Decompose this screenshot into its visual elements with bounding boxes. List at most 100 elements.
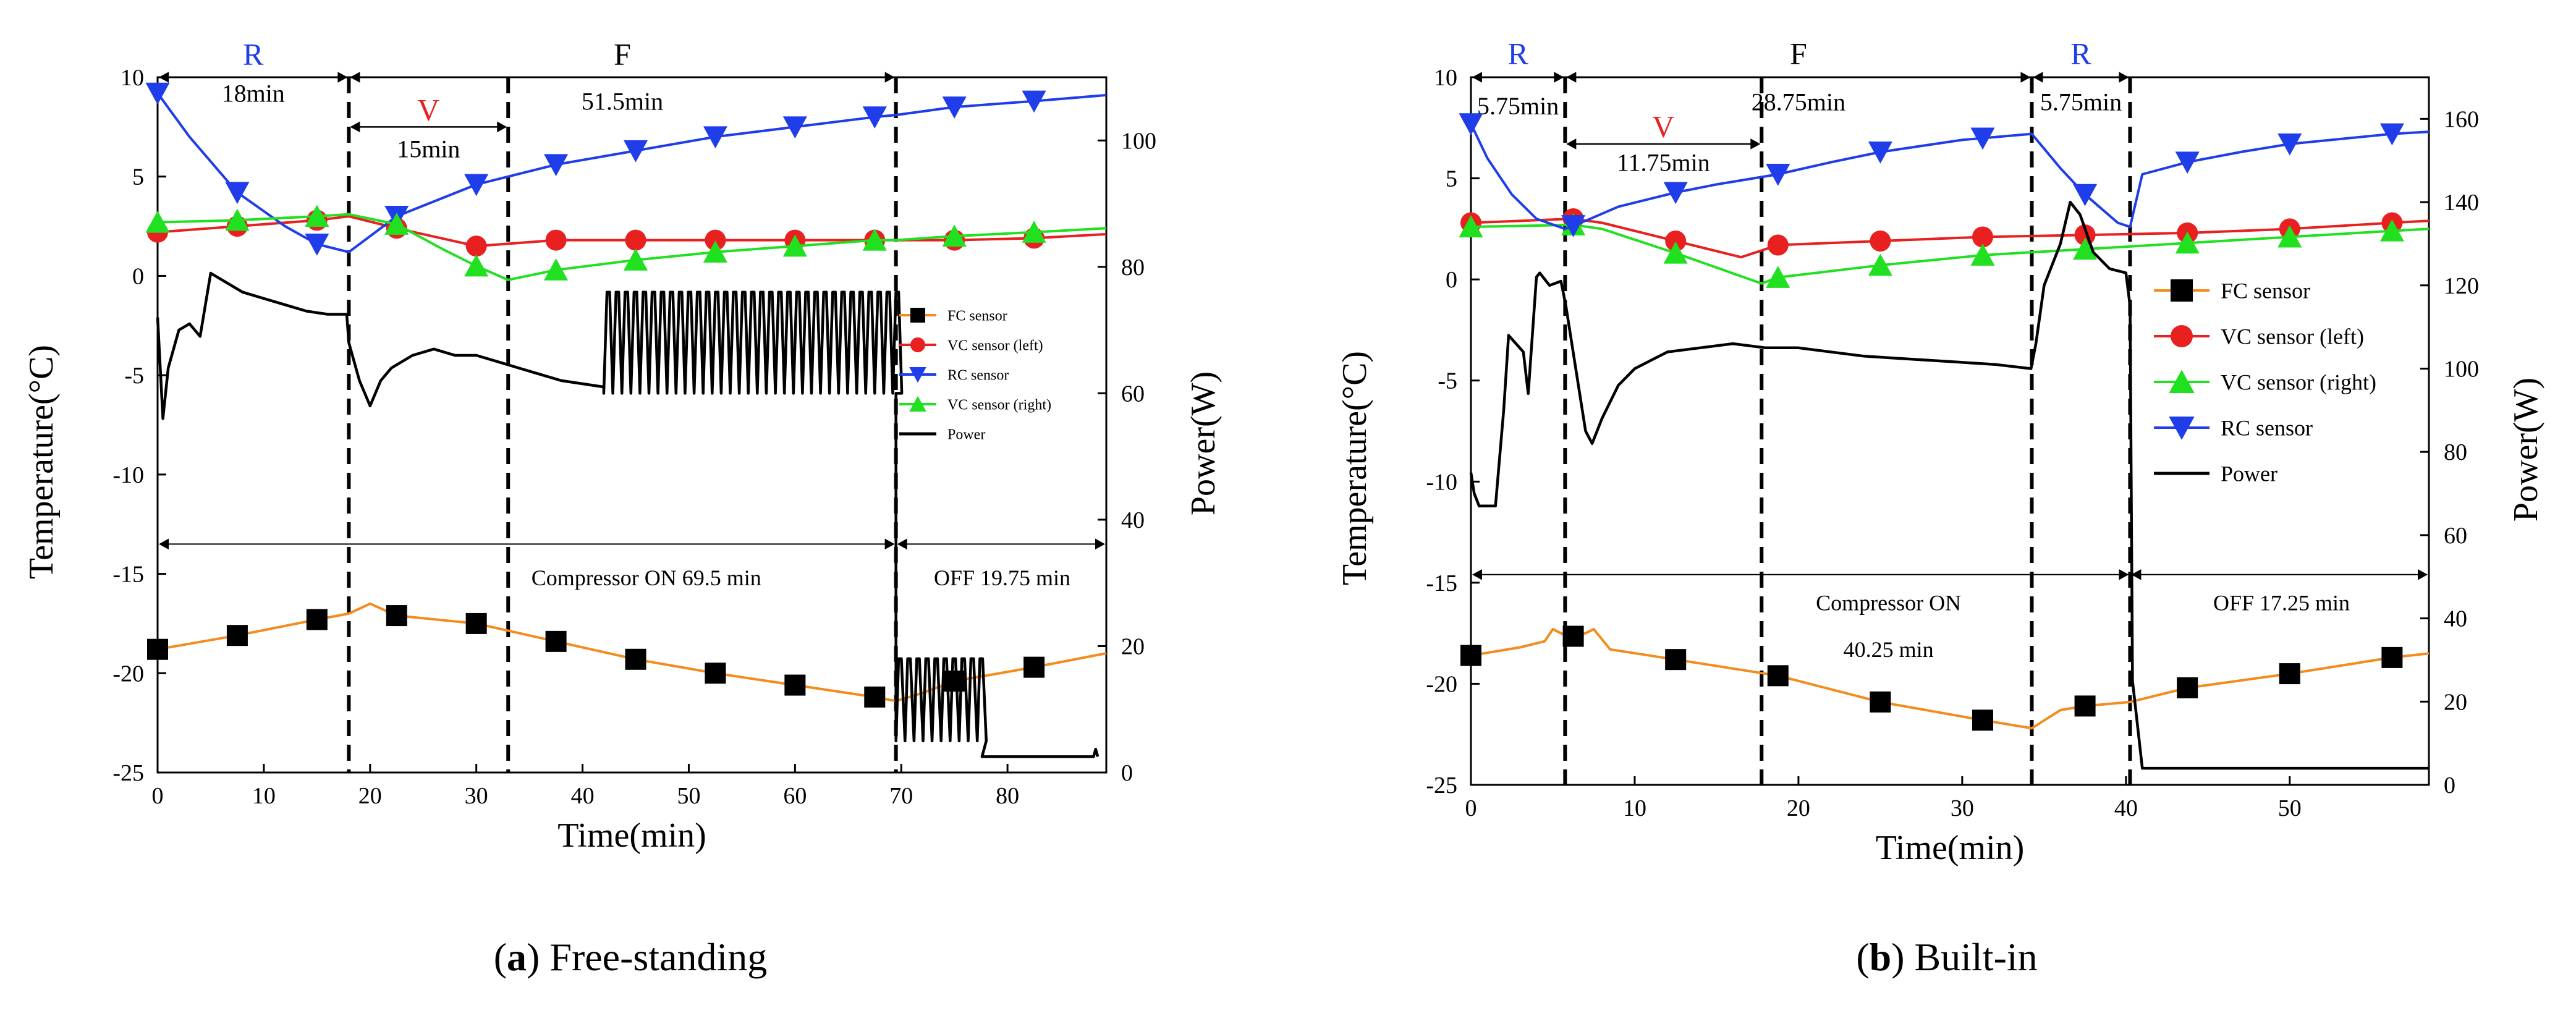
data-point — [1663, 241, 1688, 264]
phase-duration: 18min — [222, 80, 285, 108]
data-point — [705, 663, 726, 684]
arrow-head — [350, 72, 360, 83]
y-tick-label: -15 — [112, 562, 144, 588]
data-point — [145, 210, 170, 233]
arrow-head — [2119, 72, 2129, 83]
y-tick-label: -15 — [1426, 570, 1457, 596]
series-rc-sensor — [1459, 113, 2430, 237]
legend-label: VC sensor (left) — [947, 337, 1043, 353]
series-line — [156, 271, 1099, 758]
y-tick-label: -20 — [1426, 671, 1457, 697]
data-point — [544, 258, 569, 281]
span-label: OFF 17.25 min — [2213, 591, 2350, 616]
data-point — [464, 254, 489, 277]
y2-tick-label: 160 — [2444, 106, 2479, 132]
y-tick-label: 10 — [121, 65, 144, 91]
legend-label: FC sensor — [2221, 279, 2310, 303]
data-point — [384, 213, 409, 235]
data-point — [225, 182, 250, 205]
legend-marker — [2169, 370, 2195, 393]
legend: FC sensor VC sensor (left) RC sensor VC sen… — [899, 308, 1051, 442]
data-point — [1665, 230, 1687, 252]
y2-tick-label: 80 — [2444, 439, 2467, 465]
data-point — [306, 609, 328, 630]
data-point — [1868, 142, 1892, 164]
x-tick-label: 40 — [2114, 795, 2138, 821]
data-point — [862, 228, 887, 251]
data-point — [2379, 219, 2404, 242]
span-label-2: 40.25 min — [1844, 637, 1934, 662]
data-point — [1767, 234, 1789, 256]
data-point — [1023, 656, 1045, 678]
data-point — [784, 674, 806, 696]
legend-marker — [910, 308, 925, 323]
data-point — [623, 140, 648, 163]
y-tick-label: -10 — [1426, 469, 1457, 495]
arrow-head — [337, 72, 348, 83]
data-point — [1766, 266, 1790, 288]
arrow-head — [159, 538, 169, 550]
phase-label: R — [1507, 36, 1528, 71]
series-vc-sensor-right- — [145, 205, 1107, 281]
series-fc-sensor — [1460, 625, 2430, 731]
data-point — [545, 229, 567, 251]
y2-tick-label: 60 — [2444, 523, 2467, 549]
legend: FC sensor VC sensor (left) VC sensor (righ… — [2154, 279, 2376, 486]
data-point — [225, 208, 250, 231]
data-point — [544, 154, 569, 177]
series-line — [1470, 123, 2430, 231]
phase-label: V — [1652, 109, 1674, 144]
y2-tick-label: 20 — [2444, 689, 2467, 715]
legend-marker — [2169, 417, 2195, 440]
phase-duration: 11.75min — [1617, 148, 1710, 176]
y-tick-label: -5 — [124, 363, 144, 389]
data-point — [2175, 231, 2200, 254]
arrow-head — [884, 72, 895, 83]
legend-label: RC sensor — [947, 367, 1009, 383]
data-point — [1767, 665, 1789, 687]
data-point — [1870, 230, 1891, 252]
legend-label: Power — [2221, 462, 2277, 486]
legend-label: RC sensor — [2221, 416, 2313, 441]
phase-label: F — [614, 36, 631, 71]
x-tick-label: 50 — [677, 783, 700, 809]
data-point — [2279, 663, 2300, 685]
y-tick-label: -25 — [1426, 773, 1457, 798]
legend-marker — [910, 337, 925, 352]
arrow-head — [1095, 538, 1105, 550]
series-fc-sensor — [147, 602, 1107, 708]
phase-duration: 28.75min — [1752, 88, 1845, 116]
span-label: Compressor ON 69.5 min — [532, 565, 761, 590]
data-point — [1663, 182, 1688, 205]
arrow-head — [1566, 138, 1577, 150]
y2-axis-label: Power(W) — [1184, 371, 1222, 515]
panel-caption: (a) Free-standing — [494, 935, 768, 979]
caption-text: ) Built-in — [1891, 935, 2037, 979]
x-tick-label: 30 — [465, 783, 488, 809]
caption-paren: ( — [494, 935, 507, 979]
data-point — [1970, 243, 1995, 266]
data-point — [386, 605, 407, 627]
data-point — [862, 106, 887, 129]
y-tick-label: -20 — [112, 661, 144, 687]
x-tick-label: 0 — [1465, 795, 1477, 821]
x-tick-label: 30 — [1951, 795, 1974, 821]
legend-marker — [2171, 325, 2193, 347]
series-line — [156, 92, 1107, 253]
data-point — [545, 630, 567, 652]
series-vc-sensor-right- — [1459, 213, 2430, 288]
data-point — [705, 229, 726, 251]
span-label: OFF 19.75 min — [934, 565, 1070, 590]
data-point — [2277, 225, 2302, 248]
data-point — [942, 224, 967, 247]
y2-tick-label: 100 — [2444, 356, 2479, 382]
data-point — [1561, 215, 1586, 237]
legend-label: FC sensor — [947, 308, 1007, 324]
y2-tick-label: 20 — [1121, 633, 1145, 659]
series-power — [1469, 200, 2429, 770]
y2-tick-label: 60 — [1121, 381, 1145, 407]
arrow-head — [2131, 569, 2142, 580]
x-tick-label: 70 — [889, 783, 913, 809]
phase-duration: 15min — [397, 135, 460, 163]
